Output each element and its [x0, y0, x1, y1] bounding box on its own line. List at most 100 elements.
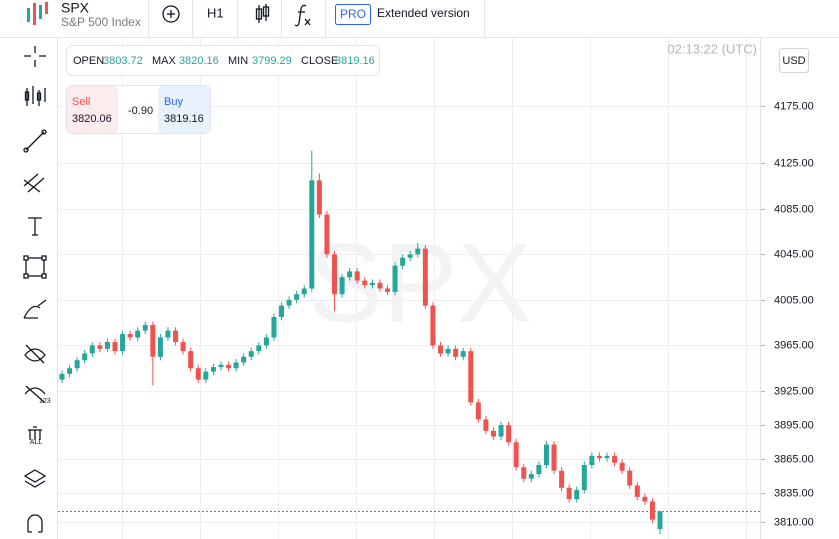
candle-body: [415, 248, 421, 255]
close-value: 3819.16: [335, 55, 375, 67]
candle-body: [127, 334, 133, 338]
crosshair-tool[interactable]: [24, 46, 46, 67]
logo: [27, 2, 48, 25]
compare-button[interactable]: [162, 5, 180, 23]
y-tick-label: 4005.00: [774, 294, 814, 306]
candle-body: [559, 470, 565, 488]
trendline-tool[interactable]: [23, 129, 47, 153]
buy-price[interactable]: 3819.16: [164, 113, 204, 125]
sell-label[interactable]: Sell: [72, 96, 90, 108]
candle-body: [173, 330, 179, 343]
buy-label[interactable]: Buy: [164, 96, 183, 108]
y-tick-label: 4125.00: [774, 157, 814, 169]
candle-body: [324, 214, 330, 255]
candle-body: [256, 345, 262, 352]
timeframe[interactable]: H1: [207, 5, 224, 20]
candle-body: [248, 351, 254, 357]
candle-body: [551, 444, 557, 471]
candle-body: [301, 288, 307, 295]
candle-body: [657, 511, 663, 530]
y-tick-label: 4175.00: [774, 100, 814, 112]
candle-body: [528, 474, 534, 479]
candle-body: [165, 330, 171, 338]
min-label: MIN: [228, 55, 248, 67]
fib-tool[interactable]: [23, 173, 45, 193]
pro-badge-box[interactable]: [335, 4, 371, 25]
candle-body: [490, 430, 496, 437]
hide-drawings-tool[interactable]: [24, 344, 46, 364]
candle-tool[interactable]: [24, 86, 46, 106]
min-value: 3799.29: [252, 55, 292, 67]
candle-body: [226, 364, 232, 369]
y-tick-label: 4045.00: [774, 248, 814, 260]
candle-body: [475, 402, 481, 420]
close-label: CLOSE: [301, 55, 338, 67]
candle-body: [513, 442, 519, 468]
candle-body: [82, 353, 88, 361]
currency-button[interactable]: [779, 48, 809, 73]
y-tick-label: 3835.00: [774, 487, 814, 499]
candle-body: [536, 464, 542, 475]
indicators-button[interactable]: [294, 4, 311, 27]
hide-labels-badge: 123: [39, 398, 51, 405]
candle-body: [74, 360, 80, 369]
candle-body: [460, 351, 466, 357]
candle-body: [581, 464, 587, 491]
max-value: 3820.16: [179, 55, 219, 67]
logo-bar: [45, 2, 48, 14]
candle-body: [400, 257, 406, 266]
candle-body: [506, 425, 512, 443]
candle-body: [619, 462, 625, 471]
buy-button[interactable]: [158, 86, 210, 133]
currency[interactable]: USD: [782, 55, 805, 67]
logo-bar: [33, 3, 36, 25]
candle-body: [612, 455, 618, 463]
y-tick-label: 3865.00: [774, 453, 814, 465]
candle-body: [627, 470, 633, 486]
candle-body: [369, 282, 375, 286]
logo-bar: [27, 8, 30, 22]
y-tick-label: 4085.00: [774, 203, 814, 215]
candle-body: [392, 265, 398, 292]
magnet-tool[interactable]: [27, 514, 43, 533]
candle-body: [157, 337, 163, 357]
candle-body: [150, 324, 156, 357]
candle-body: [89, 345, 95, 354]
price-axis: 4175.00 4125.00 4085.00 4045.00 4005.00 3965.…: [760, 38, 814, 539]
symbol-name: S&P 500 Index: [61, 15, 141, 29]
candle-body: [649, 501, 655, 520]
candle-body: [188, 351, 194, 369]
candle-body: [362, 280, 368, 286]
pro-badge[interactable]: PRO: [340, 7, 366, 21]
chart-type-button[interactable]: [255, 4, 270, 23]
candle-body: [422, 248, 428, 306]
delete-all-badge: ALL: [30, 439, 43, 446]
open-value: 3803.72: [103, 55, 143, 67]
pro-text[interactable]: Extended version: [377, 6, 470, 20]
candle-body: [218, 364, 224, 368]
candle-body: [354, 271, 360, 281]
candle-body: [97, 345, 103, 349]
candle-body: [445, 348, 451, 354]
candle-body: [437, 345, 443, 354]
hide-labels-tool[interactable]: [24, 385, 46, 403]
layers-tool[interactable]: [23, 469, 47, 488]
text-tool[interactable]: [28, 217, 42, 236]
spread: -0.90: [128, 105, 153, 117]
sell-button[interactable]: [67, 86, 118, 133]
candle-body: [339, 277, 345, 295]
sell-price[interactable]: 3820.06: [72, 113, 112, 125]
shape-tool[interactable]: [23, 255, 47, 279]
symbol[interactable]: SPX: [61, 0, 90, 16]
brush-tool[interactable]: [23, 299, 47, 319]
candle-body: [135, 330, 141, 338]
candle-body: [203, 371, 209, 380]
candle-body: [407, 254, 413, 258]
candle-body: [634, 485, 640, 497]
toolbar-separators: [148, 0, 485, 37]
delete-all-tool[interactable]: [28, 426, 42, 440]
candle-body: [286, 299, 292, 306]
candle-body: [468, 351, 474, 403]
